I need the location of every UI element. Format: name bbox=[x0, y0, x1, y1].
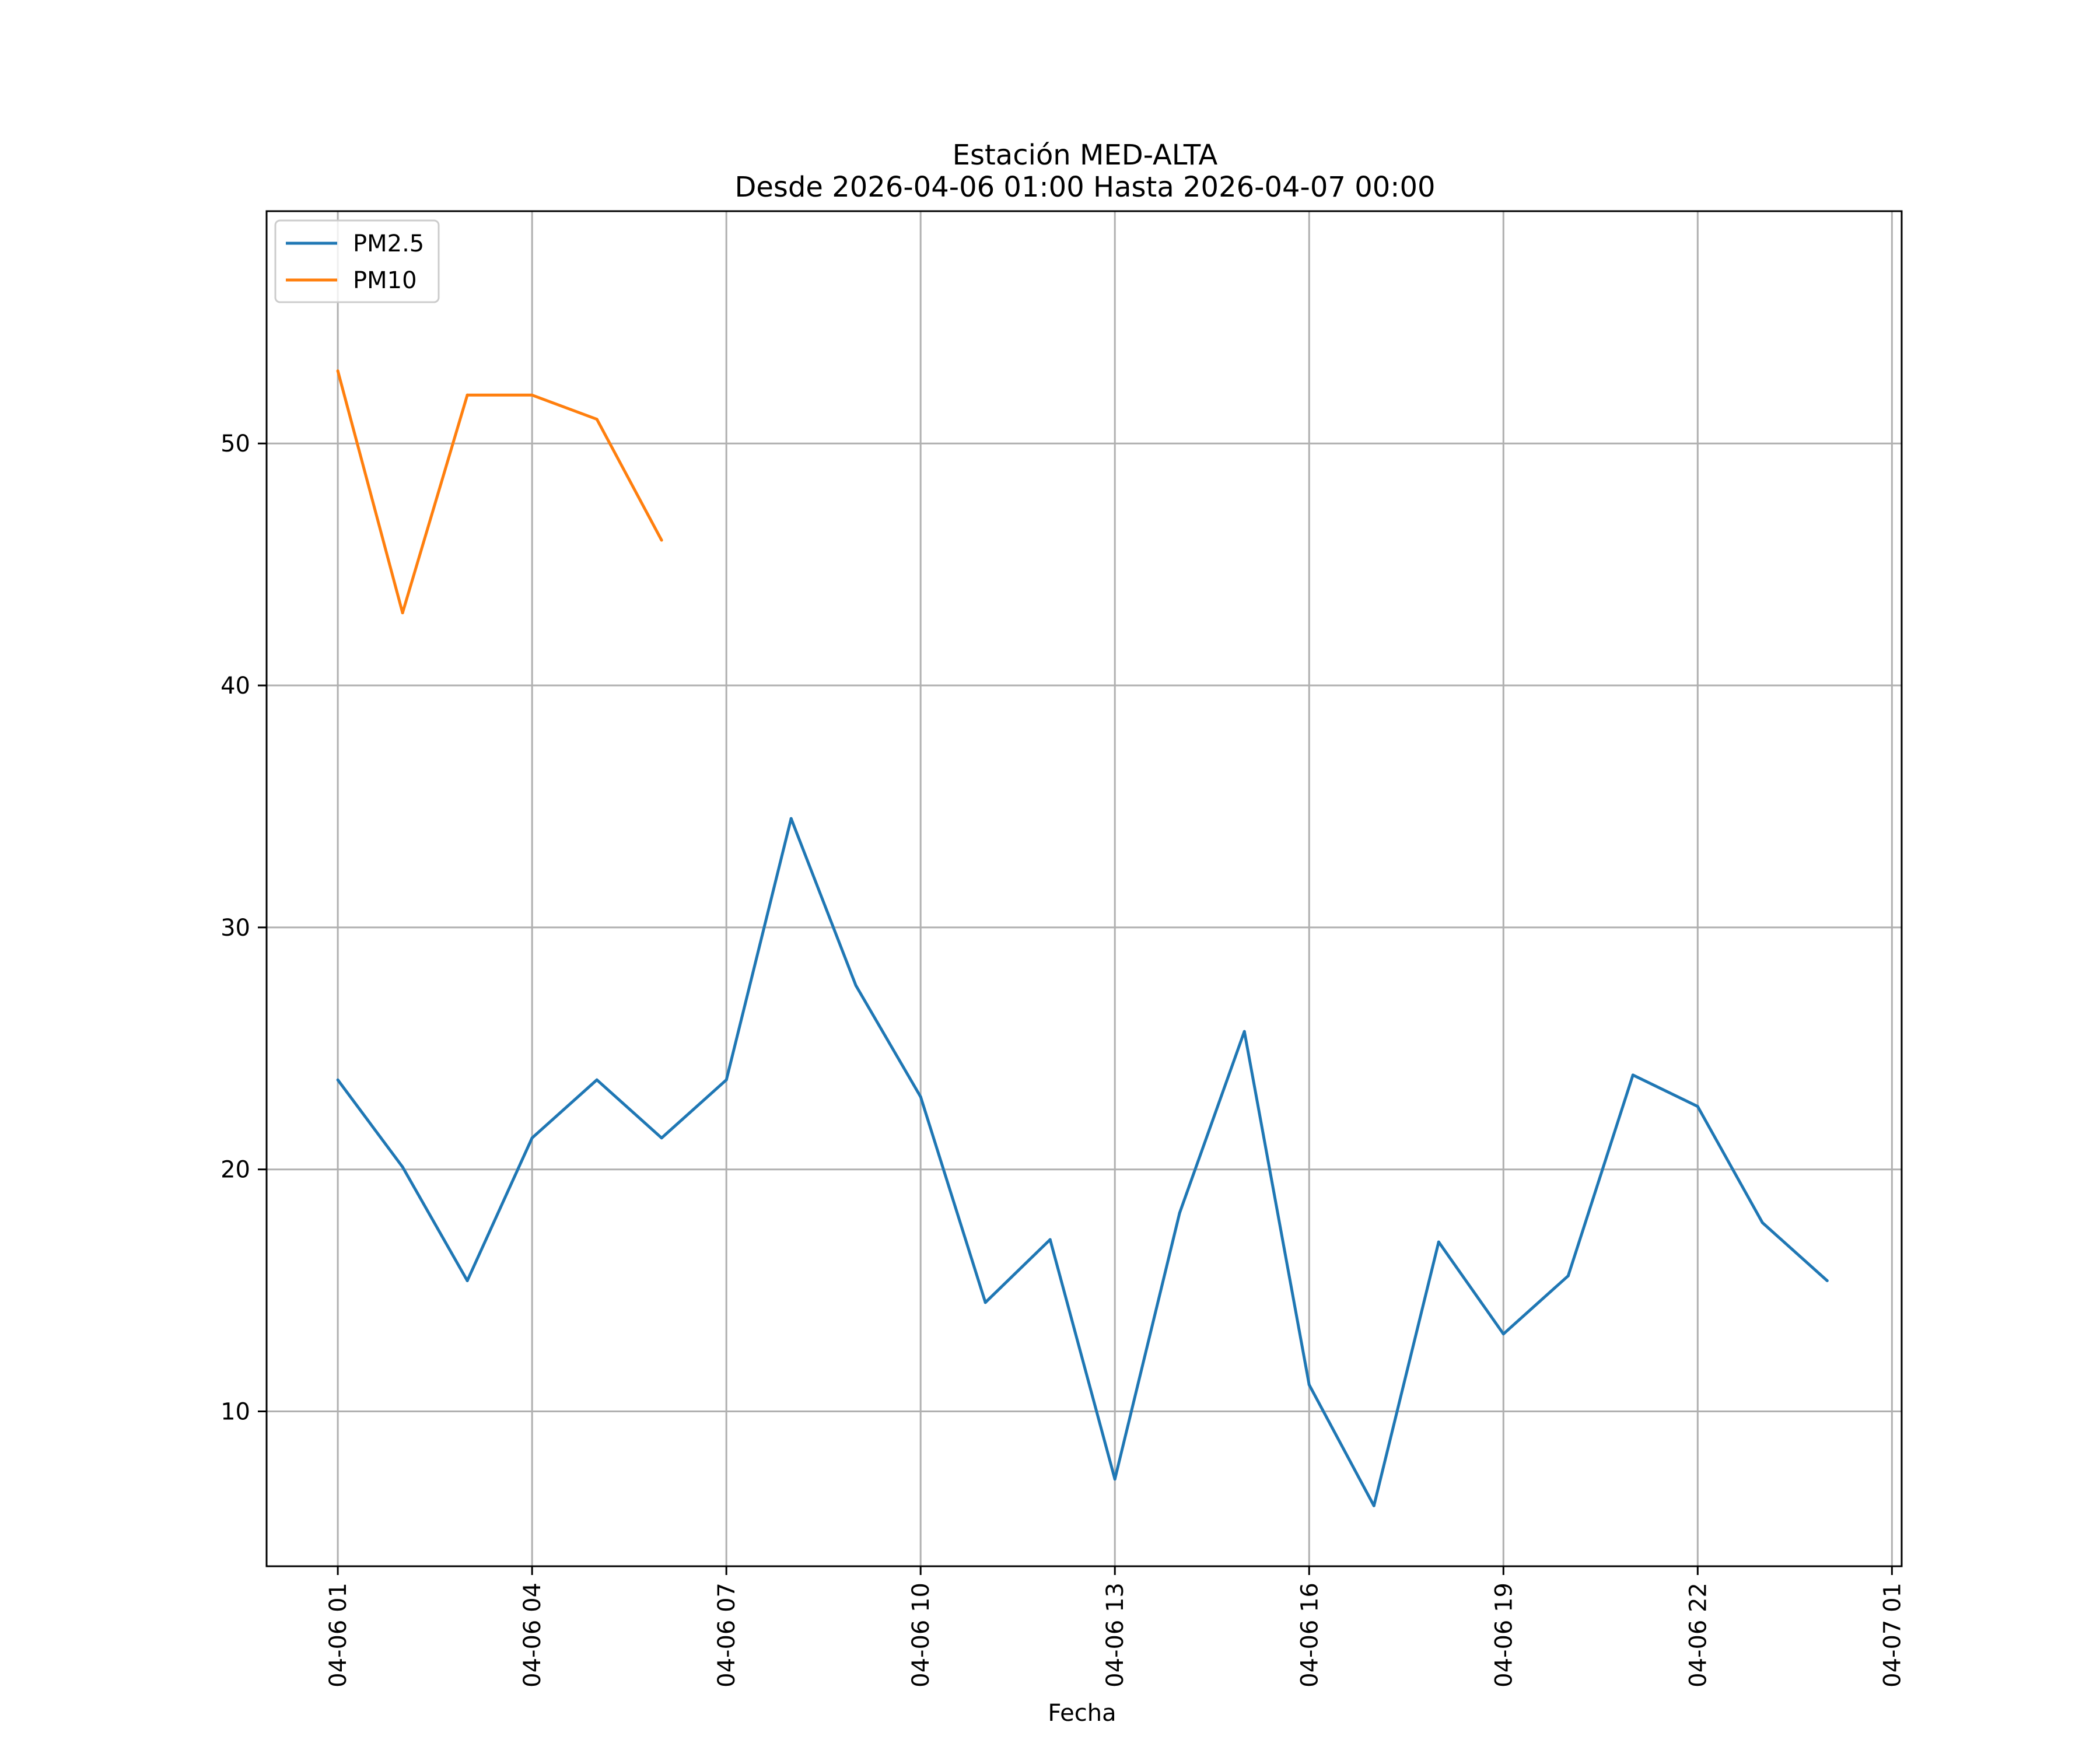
x-axis-label: Fecha bbox=[1048, 1700, 1116, 1727]
y-tick-label: 20 bbox=[220, 1157, 250, 1184]
data-point-pm25 bbox=[660, 1136, 663, 1140]
data-point-pm10 bbox=[660, 538, 663, 542]
data-point-pm25 bbox=[1048, 1238, 1052, 1241]
x-tick-label: 04-06 22 bbox=[1685, 1583, 1712, 1688]
data-point-pm25 bbox=[1307, 1383, 1311, 1387]
data-point-pm25 bbox=[1631, 1073, 1634, 1077]
x-tick-label: 04-06 04 bbox=[519, 1583, 546, 1688]
data-point-pm25 bbox=[984, 1301, 987, 1304]
y-tick-label: 40 bbox=[220, 673, 250, 699]
legend-label-pm10: PM10 bbox=[353, 267, 417, 294]
x-tick-label: 04-06 10 bbox=[908, 1583, 935, 1688]
data-point-pm25 bbox=[1113, 1478, 1116, 1481]
x-tick-label: 04-06 19 bbox=[1490, 1583, 1517, 1688]
data-point-pm25 bbox=[724, 1078, 728, 1082]
legend: PM2.5 PM10 bbox=[274, 219, 440, 303]
data-point-pm25 bbox=[401, 1166, 404, 1169]
data-point-pm10 bbox=[401, 611, 404, 615]
data-point-pm25 bbox=[1760, 1221, 1764, 1224]
data-point-pm25 bbox=[1502, 1332, 1505, 1336]
chart-title-line-2: Desde 2026-04-06 01:00 Hasta 2026-04-07 … bbox=[734, 171, 1435, 204]
y-tick-label: 30 bbox=[220, 915, 250, 942]
data-point-pm10 bbox=[530, 393, 534, 397]
series-line-pm10 bbox=[336, 370, 663, 615]
data-point-pm25 bbox=[336, 1078, 340, 1082]
plot-frame bbox=[265, 210, 1903, 1567]
data-point-pm25 bbox=[466, 1279, 469, 1283]
data-point-pm25 bbox=[1437, 1240, 1440, 1244]
y-tick-label: 50 bbox=[220, 430, 250, 457]
data-point-pm25 bbox=[1372, 1504, 1376, 1507]
x-tick-label: 04-06 07 bbox=[713, 1583, 740, 1688]
data-point-pm25 bbox=[1825, 1279, 1829, 1283]
data-point-pm25 bbox=[595, 1078, 598, 1082]
data-point-pm10 bbox=[466, 393, 469, 397]
data-point-pm25 bbox=[854, 984, 858, 987]
legend-box bbox=[274, 219, 440, 303]
data-point-pm10 bbox=[595, 418, 598, 421]
data-point-pm25 bbox=[1566, 1274, 1570, 1278]
data-point-pm25 bbox=[1178, 1211, 1181, 1214]
x-tick-label: 04-07 01 bbox=[1879, 1583, 1906, 1688]
data-point-pm25 bbox=[1242, 1030, 1246, 1033]
data-point-pm10 bbox=[336, 369, 340, 373]
data-point-pm25 bbox=[1696, 1105, 1699, 1108]
grid-layer bbox=[267, 211, 1902, 1566]
series-line-pm25 bbox=[337, 817, 1828, 1507]
legend-label-pm25: PM2.5 bbox=[353, 230, 424, 257]
x-tick-label: 04-06 13 bbox=[1102, 1583, 1129, 1688]
chart-title-line-1: Estación MED-ALTA bbox=[953, 139, 1218, 172]
y-tick-label: 10 bbox=[220, 1399, 250, 1426]
data-point-pm25 bbox=[919, 1095, 922, 1098]
tick-layer: 04-06 01 04-06 04 04-06 07 04-06 10 04-06 13… bbox=[220, 430, 1906, 1688]
data-point-pm25 bbox=[530, 1136, 534, 1140]
x-tick-label: 04-06 01 bbox=[325, 1583, 352, 1688]
x-tick-label: 04-06 16 bbox=[1296, 1583, 1323, 1688]
data-point-pm25 bbox=[789, 817, 793, 820]
series-layer bbox=[336, 369, 1829, 1507]
